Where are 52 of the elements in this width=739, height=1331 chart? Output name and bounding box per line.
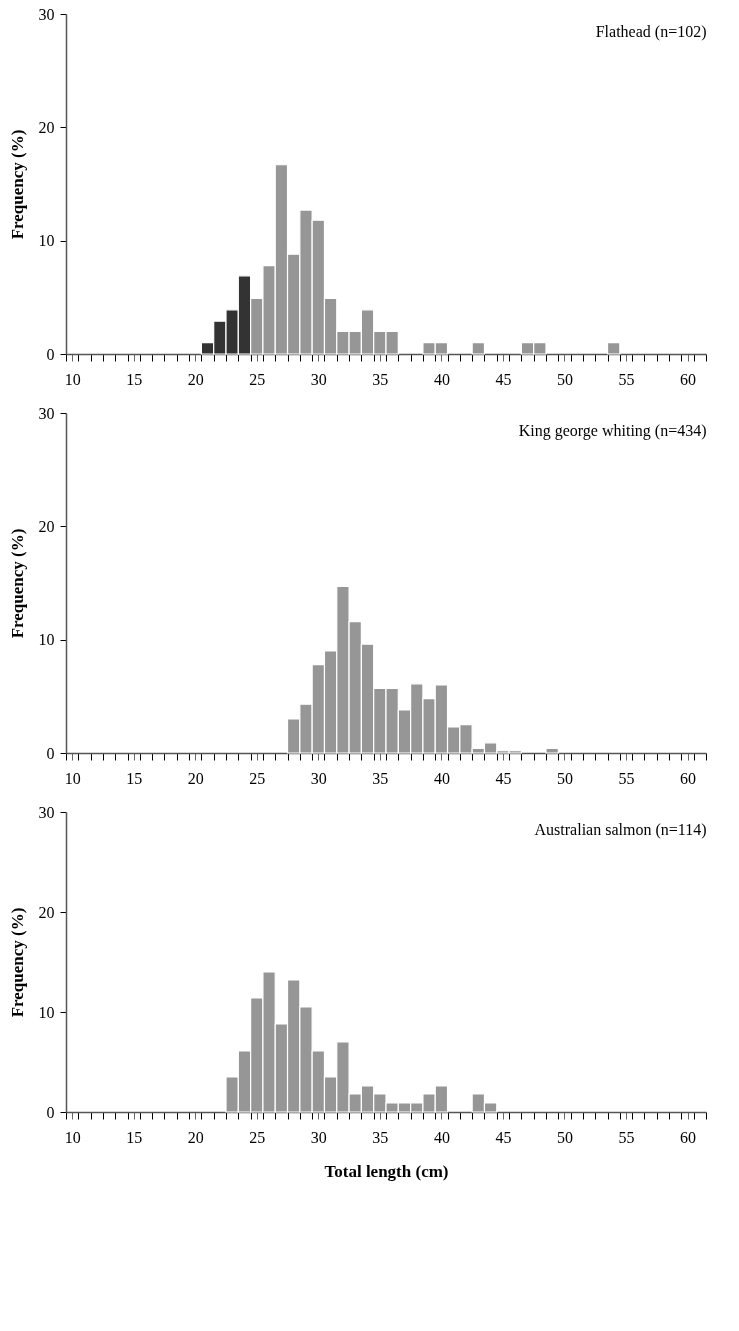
- y-tick-label: 0: [46, 345, 55, 363]
- x-tick-label: 30: [310, 370, 327, 388]
- x-tick-label: 35: [372, 370, 389, 388]
- y-tick-label: 20: [38, 903, 55, 921]
- x-tick-label: 40: [433, 1128, 450, 1146]
- x-tick-label: 20: [187, 769, 204, 787]
- x-tick-label: 55: [618, 1128, 635, 1146]
- x-tick-label: 50: [556, 1128, 573, 1146]
- x-tick-label: 50: [556, 769, 573, 787]
- x-axis-title: Total length (cm): [324, 1161, 449, 1181]
- text: King george whiting (n=434): [518, 422, 707, 440]
- x-tick-label: 25: [249, 1128, 266, 1146]
- y-axis-title: Frequency (%): [7, 129, 27, 240]
- x-tick-label: 10: [64, 769, 81, 787]
- x-tick-label: 60: [680, 769, 697, 787]
- x-tick-label: 10: [64, 1128, 81, 1146]
- x-tick-label: 55: [618, 769, 635, 787]
- y-tick-label: 10: [38, 232, 55, 250]
- y-axis-title: Frequency (%): [7, 528, 27, 639]
- x-tick-label: 15: [126, 769, 143, 787]
- y-tick-label: 30: [38, 404, 55, 422]
- y-tick-label: 10: [38, 631, 55, 649]
- x-tick-label: 35: [372, 769, 389, 787]
- y-tick-label: 20: [38, 517, 55, 535]
- x-tick-label: 25: [249, 769, 266, 787]
- y-tick-label: 30: [38, 803, 55, 821]
- y-tick-label: 0: [46, 1103, 55, 1121]
- y-tick-label: 30: [38, 5, 55, 23]
- x-tick-label: 15: [126, 1128, 143, 1146]
- y-axis-title: Frequency (%): [7, 907, 27, 1018]
- x-tick-label: 20: [187, 1128, 204, 1146]
- y-tick-label: 20: [38, 118, 55, 136]
- x-tick-label: 25: [249, 370, 266, 388]
- text: Australian salmon (n=114): [534, 821, 707, 839]
- x-tick-label: 35: [372, 1128, 389, 1146]
- y-tick-label: 10: [38, 1003, 55, 1021]
- x-tick-label: 40: [433, 370, 450, 388]
- x-tick-label: 45: [495, 1128, 512, 1146]
- text: Flathead (n=102): [595, 23, 707, 41]
- x-tick-label: 10: [64, 370, 81, 388]
- x-tick-label: 30: [310, 769, 327, 787]
- x-tick-label: 40: [433, 769, 450, 787]
- x-tick-label: 55: [618, 370, 635, 388]
- y-tick-label: 0: [46, 744, 55, 762]
- x-tick-label: 15: [126, 370, 143, 388]
- x-tick-label: 45: [495, 370, 512, 388]
- x-tick-label: 20: [187, 370, 204, 388]
- x-tick-label: 50: [556, 370, 573, 388]
- x-tick-label: 60: [680, 370, 697, 388]
- x-tick-label: 30: [310, 1128, 327, 1146]
- x-tick-label: 60: [680, 1128, 697, 1146]
- x-tick-label: 45: [495, 769, 512, 787]
